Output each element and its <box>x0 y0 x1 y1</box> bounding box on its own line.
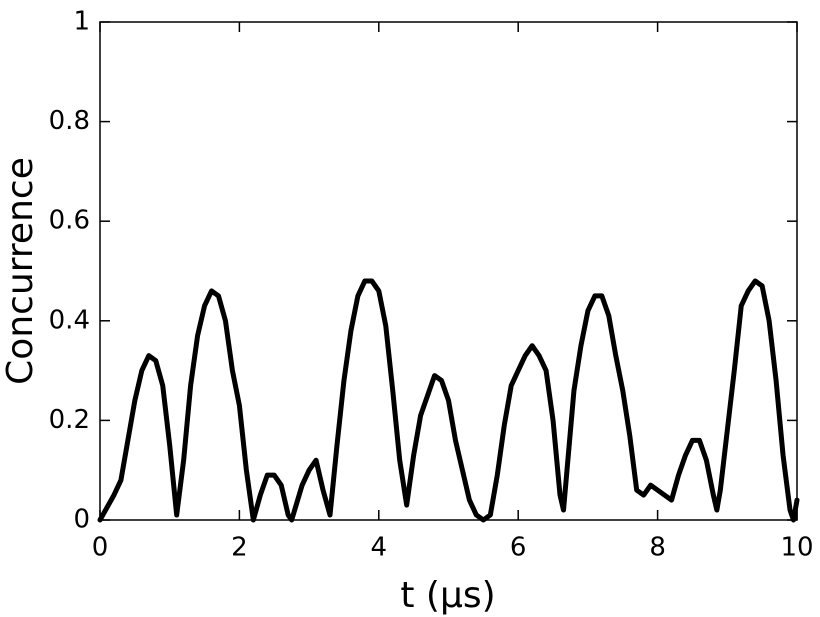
y-tick-label: 0.6 <box>49 206 90 236</box>
x-tick-label: 6 <box>510 533 527 563</box>
y-tick-label: 0.4 <box>49 305 90 335</box>
x-tick-label: 0 <box>92 533 109 563</box>
x-tick-label: 8 <box>649 533 666 563</box>
y-tick-label: 0.8 <box>49 106 90 136</box>
y-tick-label: 1 <box>73 7 90 37</box>
y-axis-label: Concurrence <box>0 157 41 385</box>
y-tick-label: 0 <box>73 505 90 535</box>
plot-frame <box>99 21 798 521</box>
x-tick-label: 2 <box>231 533 248 563</box>
x-tick-label: 4 <box>371 533 388 563</box>
data-line <box>97 278 800 523</box>
x-tick-label: 10 <box>780 533 813 563</box>
y-tick-label: 0.2 <box>49 405 90 435</box>
x-axis-label: t (μs) <box>400 575 495 616</box>
